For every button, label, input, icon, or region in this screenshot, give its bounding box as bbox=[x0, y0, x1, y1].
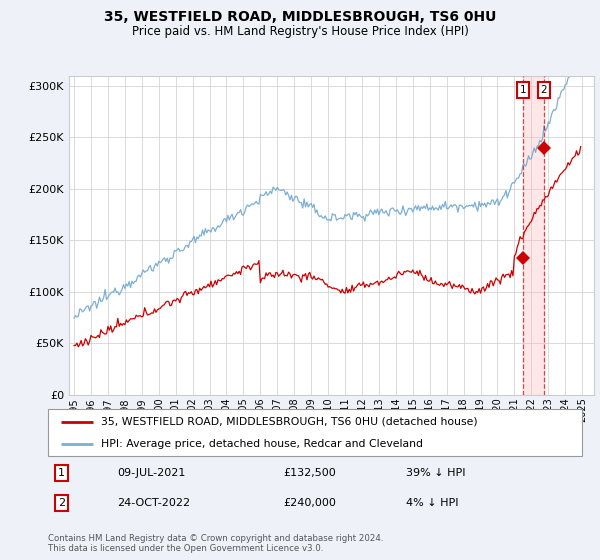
Bar bbox=[523, 76, 544, 395]
Text: £132,500: £132,500 bbox=[283, 468, 336, 478]
FancyBboxPatch shape bbox=[48, 409, 582, 456]
Text: HPI: Average price, detached house, Redcar and Cleveland: HPI: Average price, detached house, Redc… bbox=[101, 438, 424, 449]
Text: Price paid vs. HM Land Registry's House Price Index (HPI): Price paid vs. HM Land Registry's House … bbox=[131, 25, 469, 38]
Text: 4% ↓ HPI: 4% ↓ HPI bbox=[406, 498, 458, 508]
Text: 39% ↓ HPI: 39% ↓ HPI bbox=[406, 468, 465, 478]
Text: 09-JUL-2021: 09-JUL-2021 bbox=[118, 468, 186, 478]
Text: 1: 1 bbox=[58, 468, 65, 478]
Text: 35, WESTFIELD ROAD, MIDDLESBROUGH, TS6 0HU: 35, WESTFIELD ROAD, MIDDLESBROUGH, TS6 0… bbox=[104, 10, 496, 24]
Text: 2: 2 bbox=[541, 85, 547, 95]
Text: 24-OCT-2022: 24-OCT-2022 bbox=[118, 498, 191, 508]
Text: Contains HM Land Registry data © Crown copyright and database right 2024.
This d: Contains HM Land Registry data © Crown c… bbox=[48, 534, 383, 553]
Text: 35, WESTFIELD ROAD, MIDDLESBROUGH, TS6 0HU (detached house): 35, WESTFIELD ROAD, MIDDLESBROUGH, TS6 0… bbox=[101, 417, 478, 427]
Text: 1: 1 bbox=[520, 85, 526, 95]
Text: 2: 2 bbox=[58, 498, 65, 508]
Text: £240,000: £240,000 bbox=[283, 498, 336, 508]
